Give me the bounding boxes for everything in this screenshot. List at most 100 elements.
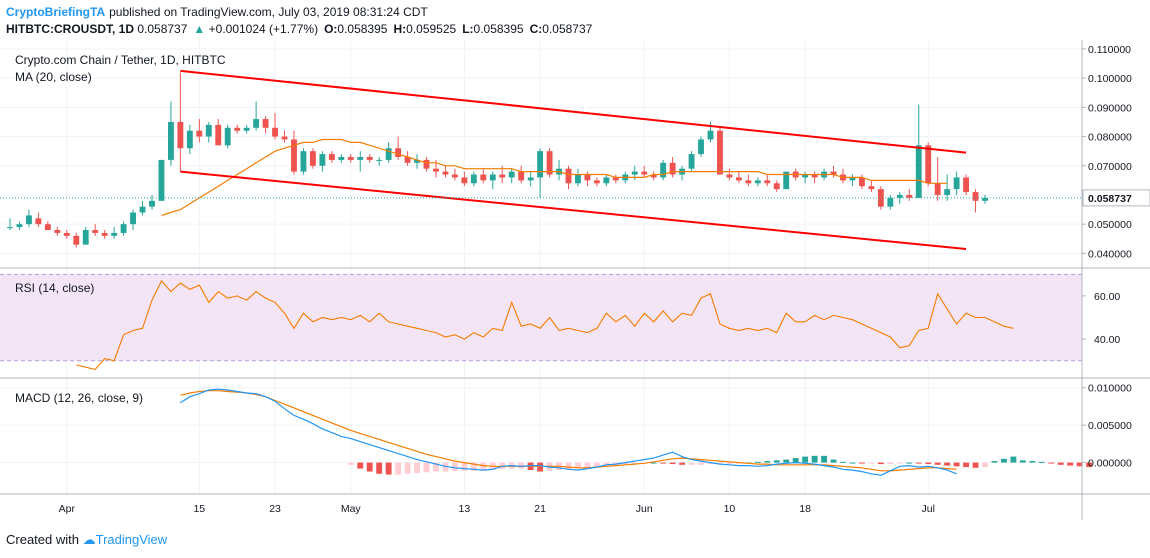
tradingview-brand[interactable]: TradingView	[95, 532, 168, 547]
candle	[575, 168, 581, 187]
candle	[139, 200, 146, 216]
macd-histogram-bar	[877, 462, 884, 465]
macd-histogram-bar	[944, 462, 951, 466]
high-label: H:	[393, 22, 407, 36]
rsi-panel	[76, 279, 1014, 371]
macd-histogram-bar	[631, 462, 638, 464]
candle	[54, 227, 61, 236]
macd-histogram-bar	[1086, 462, 1093, 468]
macd-histogram-bar	[934, 462, 941, 465]
candle	[584, 171, 591, 187]
macd-histogram-bar	[593, 462, 600, 468]
macd-histogram-bar	[1057, 462, 1064, 465]
macd-histogram-bar	[1067, 462, 1074, 466]
rsi-line	[76, 279, 1014, 371]
trading-chart[interactable]: Apr 15 23 May 13 21 Jun 10 18 Jul 0.110000 0.100000…	[0, 40, 1150, 520]
candle-body	[470, 174, 477, 184]
candle	[167, 101, 174, 166]
candle-body	[887, 197, 894, 207]
candle-body	[963, 177, 970, 193]
candle-body	[489, 174, 496, 181]
candle	[669, 157, 676, 178]
macd-histogram-bar	[1019, 460, 1026, 463]
candle-body	[641, 171, 648, 175]
candle	[953, 171, 960, 195]
x-tick-label: 21	[534, 503, 546, 515]
rsi-band-fill	[0, 274, 1082, 361]
macd-tick-label: 0.005000	[1088, 420, 1132, 432]
macd-histogram-bar	[347, 462, 354, 465]
candle-body	[745, 180, 752, 184]
macd-histogram-bar	[754, 461, 761, 463]
candle	[186, 124, 193, 155]
candle-body	[442, 171, 449, 175]
macd-histogram-bar	[622, 462, 629, 465]
candle	[603, 174, 610, 187]
macd-histogram-bar	[603, 462, 610, 466]
candle	[650, 171, 657, 181]
candle-body	[773, 183, 780, 190]
candle	[414, 154, 420, 169]
macd-histogram-bar	[1038, 461, 1045, 463]
candle-body	[158, 159, 165, 201]
x-tick-label: Jun	[636, 503, 653, 515]
candle-body	[735, 177, 742, 181]
candle-body	[593, 180, 600, 184]
rsi-band	[0, 273, 1082, 362]
candle-body	[404, 157, 411, 163]
candle-body	[565, 168, 572, 184]
author-name[interactable]: CryptoBriefingTA	[6, 5, 106, 19]
candle	[25, 209, 32, 228]
symbol-line: HITBTC:CROUSDT, 1D 0.058737 ▲ +0.001024 (…	[6, 22, 598, 36]
candle-body	[480, 174, 487, 181]
created-with-text: Created with	[6, 532, 79, 547]
candle-body	[63, 232, 70, 236]
candle-body	[783, 171, 790, 190]
macd-histogram-bar	[887, 462, 894, 465]
last-price: 0.058737	[137, 22, 188, 36]
macd-histogram-bar	[915, 462, 922, 464]
macd-histogram-bar	[707, 462, 714, 465]
candle-body	[177, 121, 184, 149]
y-tick-label: 0.100000	[1088, 73, 1132, 85]
candle	[631, 165, 638, 181]
candle-body	[54, 230, 61, 233]
candle-body	[537, 151, 544, 178]
x-tick-label: Apr	[59, 503, 76, 515]
candle-body	[868, 186, 875, 190]
ma-legend: MA (20, close)	[15, 70, 92, 84]
candle	[309, 148, 316, 169]
macd-tick-label: 0.010000	[1088, 383, 1132, 395]
macd-histogram-bar	[650, 462, 657, 464]
candle	[802, 171, 809, 184]
y-tick-label: 0.050000	[1088, 219, 1132, 231]
candle-body	[934, 183, 941, 195]
candle-body	[291, 139, 297, 172]
candle-body	[451, 174, 458, 178]
macd-histogram-bar	[925, 462, 932, 465]
low-value: 0.058395	[473, 22, 524, 36]
candle	[906, 189, 913, 201]
candle	[518, 165, 525, 184]
macd-histogram-bar	[395, 462, 402, 475]
candle	[111, 227, 118, 239]
publish-line: CryptoBriefingTA published on TradingView…	[6, 5, 428, 19]
macd-histogram-bar	[698, 462, 704, 465]
candle	[470, 171, 477, 187]
candle-body	[830, 171, 837, 175]
macd-histogram-bar	[1048, 462, 1055, 464]
candle-body	[915, 145, 922, 198]
candle	[338, 154, 345, 163]
candle	[773, 180, 780, 193]
candle-body	[328, 154, 335, 160]
candle	[527, 171, 534, 187]
macd-histogram-bar	[849, 462, 856, 464]
candle	[698, 136, 704, 157]
macd-tick-label: 0.000000	[1088, 458, 1132, 470]
x-tick-label: 23	[269, 503, 281, 515]
candle-body	[35, 218, 42, 225]
candle	[896, 192, 903, 204]
candle-body	[73, 235, 80, 245]
candle-body	[16, 224, 23, 228]
macd-line	[180, 388, 957, 476]
